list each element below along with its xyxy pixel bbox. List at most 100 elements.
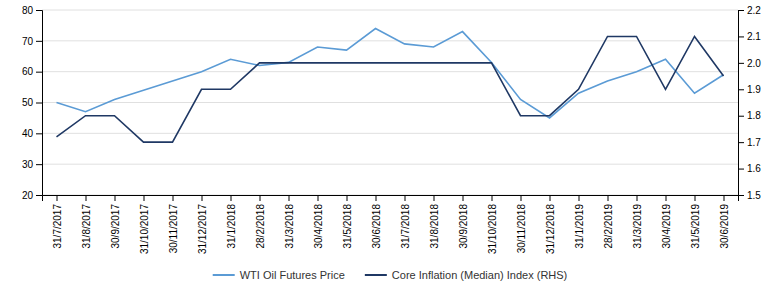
tick-label: 30/9/2017	[110, 204, 121, 249]
tick-mark	[289, 195, 290, 201]
tick-mark	[738, 36, 744, 37]
tick-label: 30/11/2017	[168, 204, 179, 254]
lines	[57, 29, 724, 143]
tick: 31/1/2018	[226, 195, 237, 249]
chart: 203040506070801.51.61.71.81.92.02.12.231…	[0, 0, 780, 287]
tick: 30/11/2017	[168, 195, 179, 253]
tick: 31/8/2018	[429, 195, 440, 249]
tick: 31/1/2019	[574, 195, 585, 249]
tick-label: 31/3/2018	[284, 204, 295, 249]
tick-mark	[57, 195, 58, 201]
tick-label: 31/12/2018	[545, 204, 556, 254]
tick: 1.6	[738, 163, 761, 174]
tick-mark	[144, 195, 145, 201]
tick-mark	[376, 195, 377, 201]
tick-label: 31/3/2019	[632, 204, 643, 249]
grid-line	[42, 102, 738, 103]
tick-label: 70	[22, 36, 34, 47]
tick: 80	[22, 5, 42, 16]
tick: 2.1	[738, 31, 761, 42]
tick-label: 28/2/2018	[255, 204, 266, 249]
y2-axis: 1.5 1.6 1.7 1.8 1.9 2.0 2.1 2.2	[738, 5, 761, 201]
tick-label: 31/10/2018	[487, 204, 498, 254]
tick-mark	[36, 10, 42, 11]
tick: 2.0	[738, 58, 761, 69]
tick-mark	[36, 164, 42, 165]
legend-swatch	[213, 274, 235, 276]
tick-label: 30/6/2018	[371, 204, 382, 249]
tick-label: 31/8/2017	[81, 204, 92, 249]
tick-mark	[347, 195, 348, 201]
tick: 31/5/2019	[690, 195, 701, 249]
tick: 30/11/2018	[516, 195, 527, 253]
tick: 31/8/2017	[81, 195, 92, 249]
tick: 31/3/2018	[284, 195, 295, 249]
tick-label: 31/7/2018	[400, 204, 411, 249]
legend-item: WTI Oil Futures Price	[213, 269, 345, 281]
legend: WTI Oil Futures Price Core Inflation (Med…	[213, 269, 568, 281]
tick-mark	[579, 195, 580, 201]
legend-item: Core Inflation (Median) Index (RHS)	[365, 269, 567, 281]
tick-mark	[695, 195, 696, 201]
grid	[42, 10, 738, 195]
tick: 31/3/2019	[632, 195, 643, 249]
tick-mark	[36, 72, 42, 73]
tick-mark	[202, 195, 203, 201]
tick-mark	[724, 195, 725, 201]
legend-label: WTI Oil Futures Price	[240, 269, 345, 281]
tick: 30/4/2019	[661, 195, 672, 249]
tick-label: 31/8/2018	[429, 204, 440, 249]
tick-mark	[36, 103, 42, 104]
tick-label: 30/6/2019	[719, 204, 730, 249]
tick-label: 31/10/2017	[139, 204, 150, 254]
tick-label: 31/1/2018	[226, 204, 237, 249]
tick-label: 31/12/2017	[197, 204, 208, 254]
tick-mark	[36, 41, 42, 42]
axis-line	[43, 196, 739, 202]
tick: 30	[22, 159, 42, 170]
tick: 30/6/2019	[719, 195, 730, 249]
tick: 70	[22, 36, 42, 47]
tick: 30/9/2018	[458, 195, 469, 249]
tick: 31/12/2017	[197, 195, 208, 254]
tick: 31/10/2018	[487, 195, 498, 254]
tick-label: 2.0	[747, 58, 761, 69]
x-axis: 31/7/2017 31/8/2017 30/9/2017 31/10/2017 30/…	[43, 195, 739, 254]
grid-line	[42, 164, 738, 165]
tick: 1.9	[738, 84, 761, 95]
tick: 30/9/2017	[110, 195, 121, 249]
plot: 203040506070801.51.61.71.81.92.02.12.231…	[22, 5, 761, 254]
tick: 30/6/2018	[371, 195, 382, 249]
tick-mark	[36, 133, 42, 134]
tick: 20	[22, 190, 42, 201]
tick-mark	[260, 195, 261, 201]
tick: 31/5/2018	[342, 195, 353, 249]
tick-label: 1.7	[747, 137, 761, 148]
tick: 60	[22, 66, 42, 77]
series-line	[57, 29, 724, 118]
tick: 31/7/2018	[400, 195, 411, 249]
tick-label: 31/1/2019	[574, 204, 585, 249]
tick-mark	[738, 116, 744, 117]
tick-mark	[463, 195, 464, 201]
tick-label: 80	[22, 5, 34, 16]
tick-label: 50	[22, 97, 34, 108]
tick-label: 1.8	[747, 110, 761, 121]
axis-line	[36, 11, 43, 196]
tick-mark	[36, 195, 42, 196]
tick-mark	[405, 195, 406, 201]
tick-mark	[173, 195, 174, 201]
tick-mark	[86, 195, 87, 201]
grid-line	[42, 133, 738, 134]
legend-swatch	[365, 274, 387, 276]
tick-label: 2.2	[747, 5, 761, 16]
axis-line	[739, 11, 745, 196]
tick-label: 31/7/2017	[52, 204, 63, 249]
tick-mark	[115, 195, 116, 201]
tick: 1.5	[738, 190, 761, 201]
tick-mark	[492, 195, 493, 201]
tick-label: 30	[22, 159, 34, 170]
tick-label: 1.5	[747, 190, 761, 201]
tick: 1.7	[738, 137, 761, 148]
y-axis: 20304050607080	[22, 5, 43, 201]
